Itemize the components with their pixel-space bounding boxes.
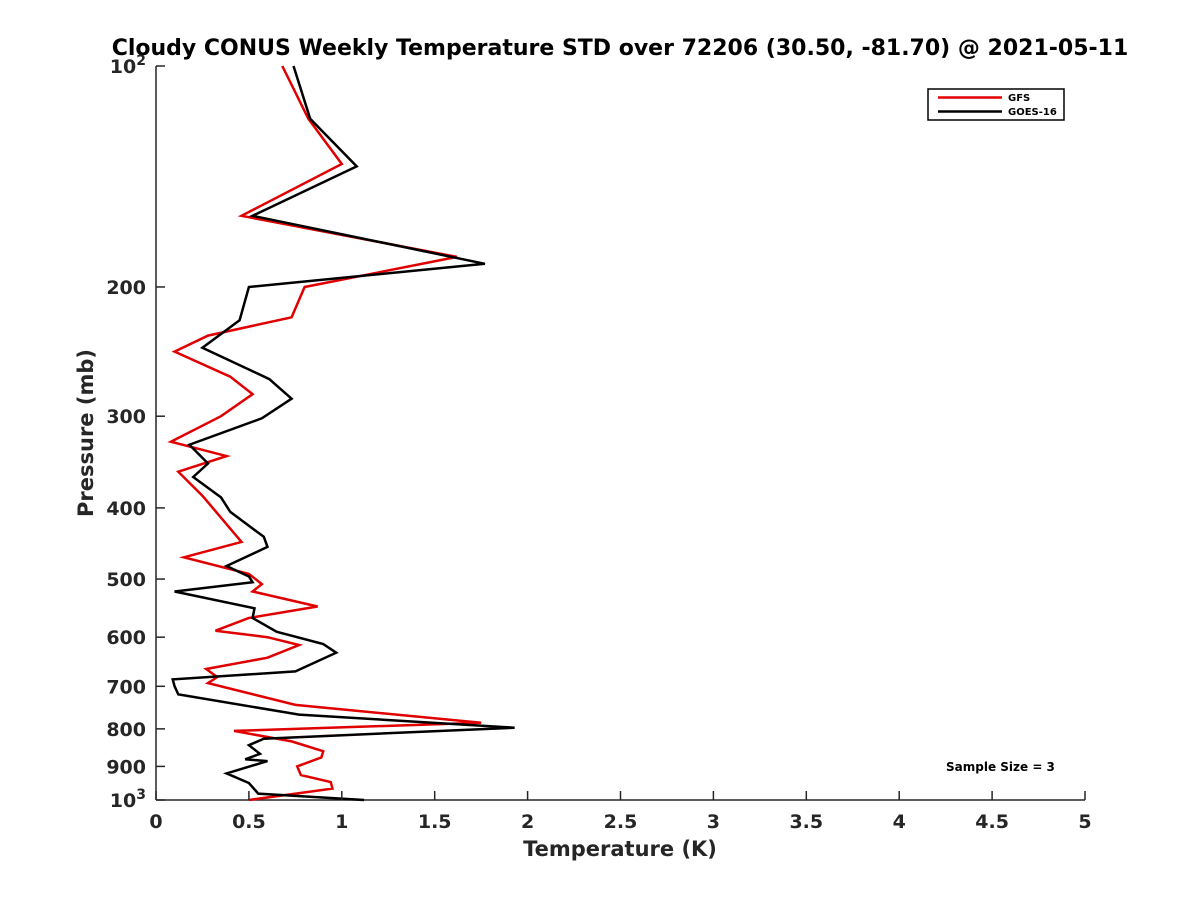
series-line-goes16 [171,65,515,802]
x-tick-label: 2 [521,811,534,833]
legend-label-gfs: GFS [1008,93,1030,104]
x-tick-label: 3.5 [789,811,823,833]
x-tick-label: 4.5 [975,811,1009,833]
legend-box [927,88,1065,121]
y-axis-ticks: 102 200 300 400 500 600 700 800 900 103 [106,53,165,812]
x-tick-label: 0 [149,811,162,833]
x-tick-label: 0.5 [232,811,266,833]
y-tick-label: 700 [106,676,146,698]
plot-area: 0 0.5 1 1.5 2 2.5 3 3.5 4 4.5 5 102 200 300 400 500 600… [106,53,1091,833]
x-tick-label: 2.5 [604,811,638,833]
y-tick-label: 500 [106,569,146,591]
y-tick-label: 200 [106,277,146,299]
legend: GFS GOES-16 [927,88,1065,121]
x-axis-label: Temperature (K) [523,837,717,861]
y-tick-label: 102 [110,53,146,78]
chart-title: Cloudy CONUS Weekly Temperature STD over… [112,36,1129,61]
y-tick-label: 800 [106,719,146,741]
x-tick-label: 1.5 [418,811,452,833]
y-axis-label: Pressure (mb) [74,349,98,517]
y-tick-label: 103 [110,787,146,812]
series-layer [167,65,515,802]
x-tick-label: 1 [335,811,348,833]
y-tick-label: 400 [106,498,146,520]
y-tick-label: 600 [106,627,146,649]
x-tick-label: 4 [893,811,906,833]
legend-label-goes16: GOES-16 [1008,107,1057,118]
x-tick-label: 5 [1078,811,1091,833]
sample-size-annotation: Sample Size = 3 [946,760,1055,774]
y-tick-label: 900 [106,756,146,778]
x-axis-ticks: 0 0.5 1 1.5 2 2.5 3 3.5 4 4.5 5 [149,791,1092,833]
x-tick-label: 3 [707,811,720,833]
y-tick-label: 300 [106,406,146,428]
series-line-gfs [167,65,482,802]
